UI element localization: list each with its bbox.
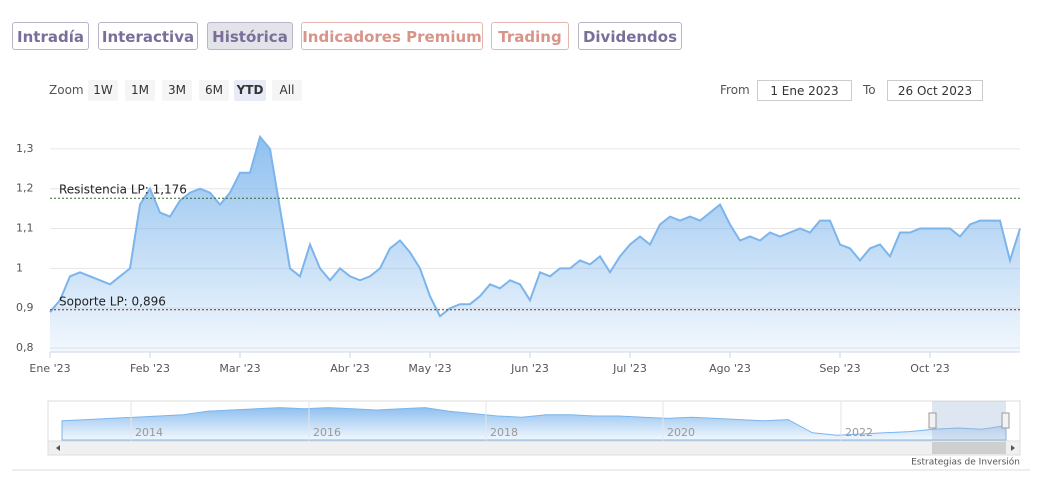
to-input[interactable]: 26 Oct 2023 bbox=[887, 80, 983, 101]
scroll-left[interactable] bbox=[56, 445, 60, 451]
x-tick-label: Sep '23 bbox=[819, 362, 860, 375]
zoom-button[interactable]: 1W bbox=[88, 80, 118, 101]
navigator-label: 2022 bbox=[845, 426, 873, 439]
navigator-handle[interactable] bbox=[928, 412, 937, 429]
zoom-button[interactable]: 3M bbox=[162, 80, 192, 101]
navigator-label: 2016 bbox=[313, 426, 341, 439]
zoom-button[interactable]: YTD bbox=[234, 80, 266, 101]
tab[interactable]: Trading bbox=[491, 22, 569, 50]
x-tick-label: Jul '23 bbox=[612, 362, 647, 375]
area bbox=[50, 136, 1020, 352]
navigator-selection[interactable] bbox=[932, 401, 1006, 441]
scrollbar-thumb[interactable] bbox=[932, 442, 1006, 454]
zoom-button[interactable]: 1M bbox=[125, 80, 155, 101]
tab[interactable]: Dividendos bbox=[578, 22, 682, 50]
tab[interactable]: Indicadores Premium bbox=[301, 22, 483, 50]
navigator-label: 2014 bbox=[135, 426, 163, 439]
from-input[interactable]: 1 Ene 2023 bbox=[757, 80, 852, 101]
scroll-right[interactable] bbox=[1011, 445, 1015, 451]
y-tick-label: 0,9 bbox=[16, 301, 34, 314]
navigator-handle[interactable] bbox=[1001, 412, 1010, 429]
y-tick-label: 1,1 bbox=[16, 222, 34, 235]
to-label: To bbox=[863, 83, 876, 97]
tab[interactable]: Intradía bbox=[12, 22, 89, 50]
x-tick-label: Abr '23 bbox=[330, 362, 370, 375]
navigator-label: 2018 bbox=[490, 426, 518, 439]
navigator-label: 2020 bbox=[667, 426, 695, 439]
y-tick-label: 1 bbox=[16, 261, 23, 274]
line bbox=[49, 134, 1021, 318]
x-tick-label: Ago '23 bbox=[709, 362, 751, 375]
x-tick-label: Ene '23 bbox=[29, 362, 70, 375]
y-tick-label: 0,8 bbox=[16, 341, 34, 354]
x-tick-label: Mar '23 bbox=[219, 362, 260, 375]
scrollbar-track[interactable] bbox=[47, 440, 1021, 456]
zoom-button[interactable]: 6M bbox=[199, 80, 229, 101]
y-tick-label: 1,2 bbox=[16, 182, 34, 195]
navigator-area bbox=[61, 407, 1007, 441]
tab[interactable]: Histórica bbox=[207, 22, 293, 50]
tab[interactable]: Interactiva bbox=[98, 22, 198, 50]
x-tick-label: May '23 bbox=[408, 362, 451, 375]
x-tick-label: Feb '23 bbox=[130, 362, 170, 375]
credit: Estrategias de Inversión bbox=[911, 457, 1020, 468]
y-tick-label: 1,3 bbox=[16, 142, 34, 155]
annotation-label: Resistencia LP: 1,176 bbox=[59, 183, 187, 197]
zoom-button[interactable]: All bbox=[272, 80, 302, 101]
zoom-label: Zoom bbox=[49, 83, 84, 97]
x-tick-label: Jun '23 bbox=[510, 362, 549, 375]
from-label: From bbox=[720, 83, 750, 97]
annotation-label: Soporte LP: 0,896 bbox=[59, 294, 166, 308]
x-tick-label: Oct '23 bbox=[910, 362, 950, 375]
